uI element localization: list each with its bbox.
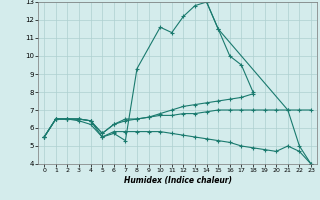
X-axis label: Humidex (Indice chaleur): Humidex (Indice chaleur) [124, 176, 232, 185]
